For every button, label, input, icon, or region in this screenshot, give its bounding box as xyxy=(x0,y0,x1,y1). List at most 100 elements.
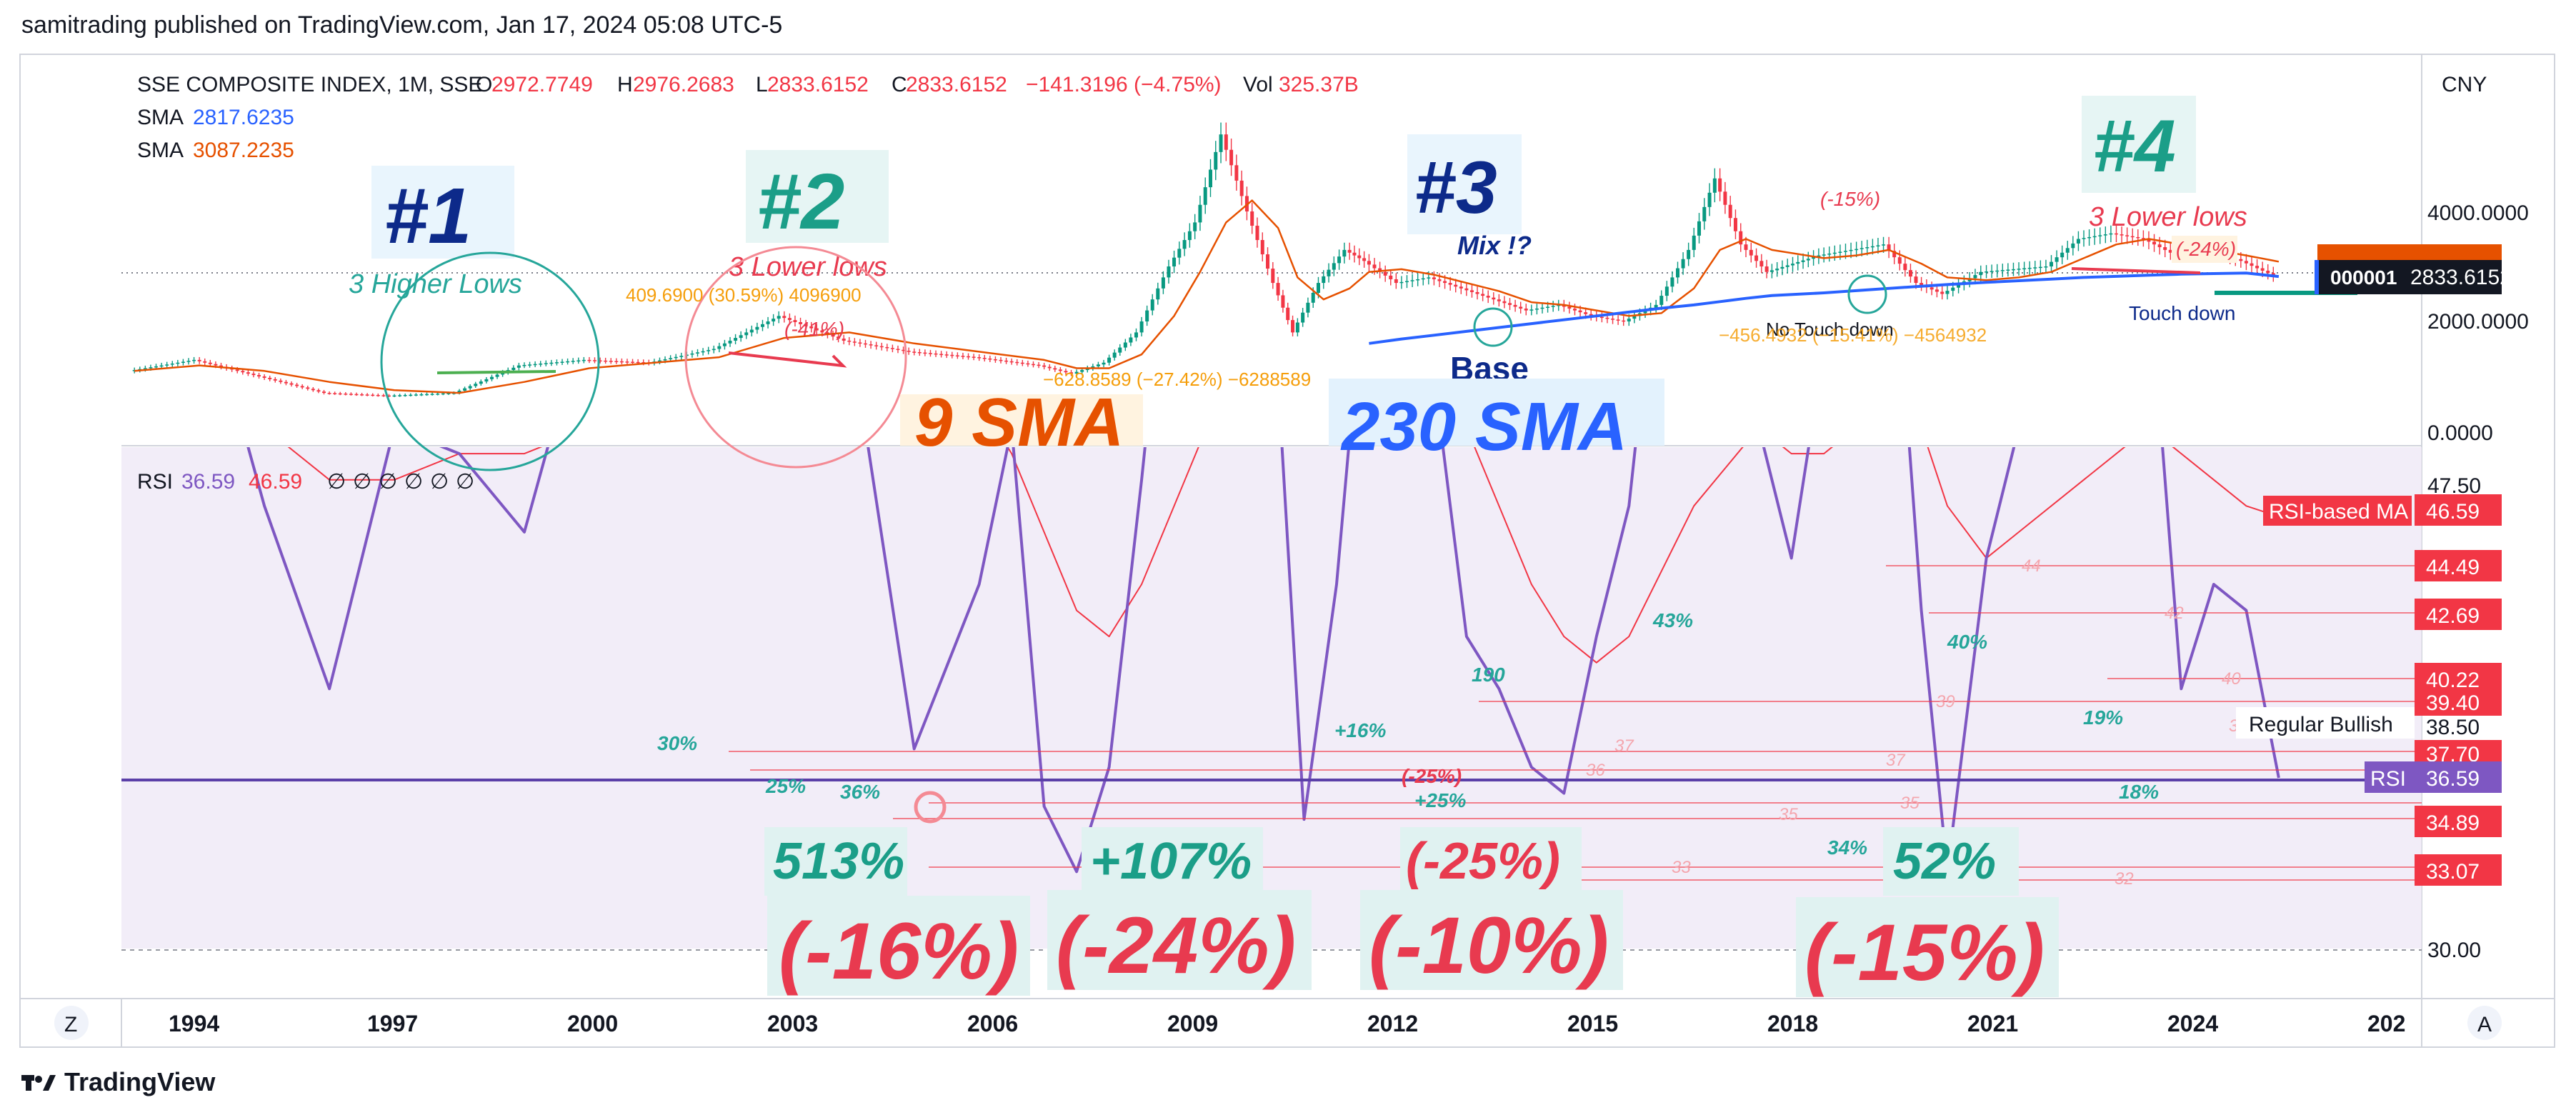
candle-body xyxy=(760,324,764,327)
candle-body xyxy=(1219,134,1223,152)
big-green-label: 513% xyxy=(773,833,904,890)
rsi-axis-label: 30.00 xyxy=(2427,939,2481,962)
candle-body xyxy=(386,395,391,397)
legend-sma2-label: SMA xyxy=(137,139,184,162)
candle-body xyxy=(560,361,564,363)
price-tag-bg[interactable] xyxy=(2315,260,2502,294)
rsi-level-label: 37 xyxy=(1886,751,1906,770)
candle-body xyxy=(376,394,380,396)
rsi-axis-tag xyxy=(2415,599,2502,630)
candle-body xyxy=(1037,364,1041,366)
n2-label: #2 xyxy=(757,158,844,246)
candle-body xyxy=(1399,281,1404,284)
rsi-axis-tag-text: 38.50 xyxy=(2426,716,2480,739)
candle-body xyxy=(365,394,369,396)
candle-body xyxy=(1718,178,1722,192)
candle-body xyxy=(468,386,472,389)
time-axis-label: 1997 xyxy=(367,1011,418,1036)
rsi-legend-label: RSI xyxy=(137,470,173,494)
candle-body xyxy=(268,377,272,379)
candle-body xyxy=(1744,244,1748,250)
candle-body xyxy=(1822,254,1826,256)
n1-sub: 3 Higher Lows xyxy=(349,269,522,299)
candle-body xyxy=(587,359,591,361)
time-axis-label: 2015 xyxy=(1567,1011,1618,1036)
candle-body xyxy=(604,360,608,362)
candle-body xyxy=(333,393,337,394)
rsi-pct: 36% xyxy=(840,781,880,803)
candle-body xyxy=(1342,249,1347,257)
candle-body xyxy=(528,364,532,366)
candle-body xyxy=(972,356,976,358)
rsi-level-label: 37 xyxy=(1614,736,1634,756)
big-green-bg xyxy=(1883,827,2019,896)
a-button[interactable] xyxy=(2467,1006,2502,1040)
candle-body xyxy=(2168,249,2172,253)
no-touch-circle xyxy=(1847,274,1887,314)
legend-o-value: 2972.7749 xyxy=(491,73,593,96)
candle-body xyxy=(219,365,223,367)
z-button-label: Z xyxy=(64,1013,77,1036)
candle-body xyxy=(609,361,613,362)
candle-body xyxy=(1935,289,1939,292)
candle-body xyxy=(592,360,596,361)
candle-body xyxy=(1859,248,1864,249)
legend-c-value: 2833.6152 xyxy=(906,73,1007,96)
candle-body xyxy=(669,358,673,359)
candle-body xyxy=(1870,246,1874,248)
candle-body xyxy=(2076,239,2080,244)
candle-body xyxy=(739,335,743,339)
candle-body xyxy=(1239,180,1244,196)
candle-body xyxy=(251,374,256,376)
candle-body xyxy=(2109,233,2113,235)
candle-body xyxy=(2141,238,2145,239)
candle-body xyxy=(1026,363,1030,365)
n4-arrow xyxy=(2071,267,2201,274)
regular-bullish-bg xyxy=(2236,707,2415,739)
z-button[interactable] xyxy=(54,1006,89,1040)
candle-body xyxy=(1670,277,1674,287)
candle-body xyxy=(837,336,841,339)
candle-body xyxy=(912,351,917,353)
candle-body xyxy=(1497,299,1501,301)
sma230-label: 230 SMA xyxy=(1340,389,1627,465)
candle-body xyxy=(1780,266,1784,269)
candle-body xyxy=(2087,236,2092,239)
sma9-label: 9 SMA xyxy=(914,384,1124,461)
rsi-tag-name-bg xyxy=(2365,761,2415,793)
candle-body xyxy=(1676,268,1680,278)
n3-highlight xyxy=(1407,134,1522,234)
candle-body xyxy=(939,354,944,356)
n3-sub: Mix !? xyxy=(1457,231,1532,260)
candle-body xyxy=(879,346,884,348)
rsi-pct: 34% xyxy=(1827,836,1867,859)
candle-body xyxy=(197,359,201,361)
big-green-label: +107% xyxy=(1090,833,1252,890)
candle-body xyxy=(1020,362,1024,364)
candle-body xyxy=(2044,266,2048,268)
rsi-level-label: 40 xyxy=(2222,669,2241,689)
candle-body xyxy=(863,343,867,345)
candle-body xyxy=(722,343,727,346)
rsi-band xyxy=(121,447,2422,949)
candle-body xyxy=(208,362,212,364)
candle-body xyxy=(403,394,407,396)
tradingview-logo[interactable]: TradingView xyxy=(21,1067,215,1097)
candle-body xyxy=(1903,264,1907,271)
rsi-level-label: 42 xyxy=(2165,604,2184,623)
candle-body xyxy=(1327,269,1331,276)
candle-body xyxy=(755,326,759,330)
candle-body xyxy=(1534,309,1539,310)
candle-body xyxy=(1687,249,1691,259)
candle-body xyxy=(2050,261,2054,266)
candle-body xyxy=(1611,319,1615,320)
candle-body xyxy=(1551,306,1555,307)
candle-body xyxy=(1914,276,1918,284)
candle-body xyxy=(804,324,808,326)
rsi-pct: 30% xyxy=(657,732,697,754)
candle-body xyxy=(414,394,418,396)
candle-body xyxy=(1995,270,2000,272)
candle-body xyxy=(1295,322,1299,333)
candle-body xyxy=(1306,302,1310,313)
